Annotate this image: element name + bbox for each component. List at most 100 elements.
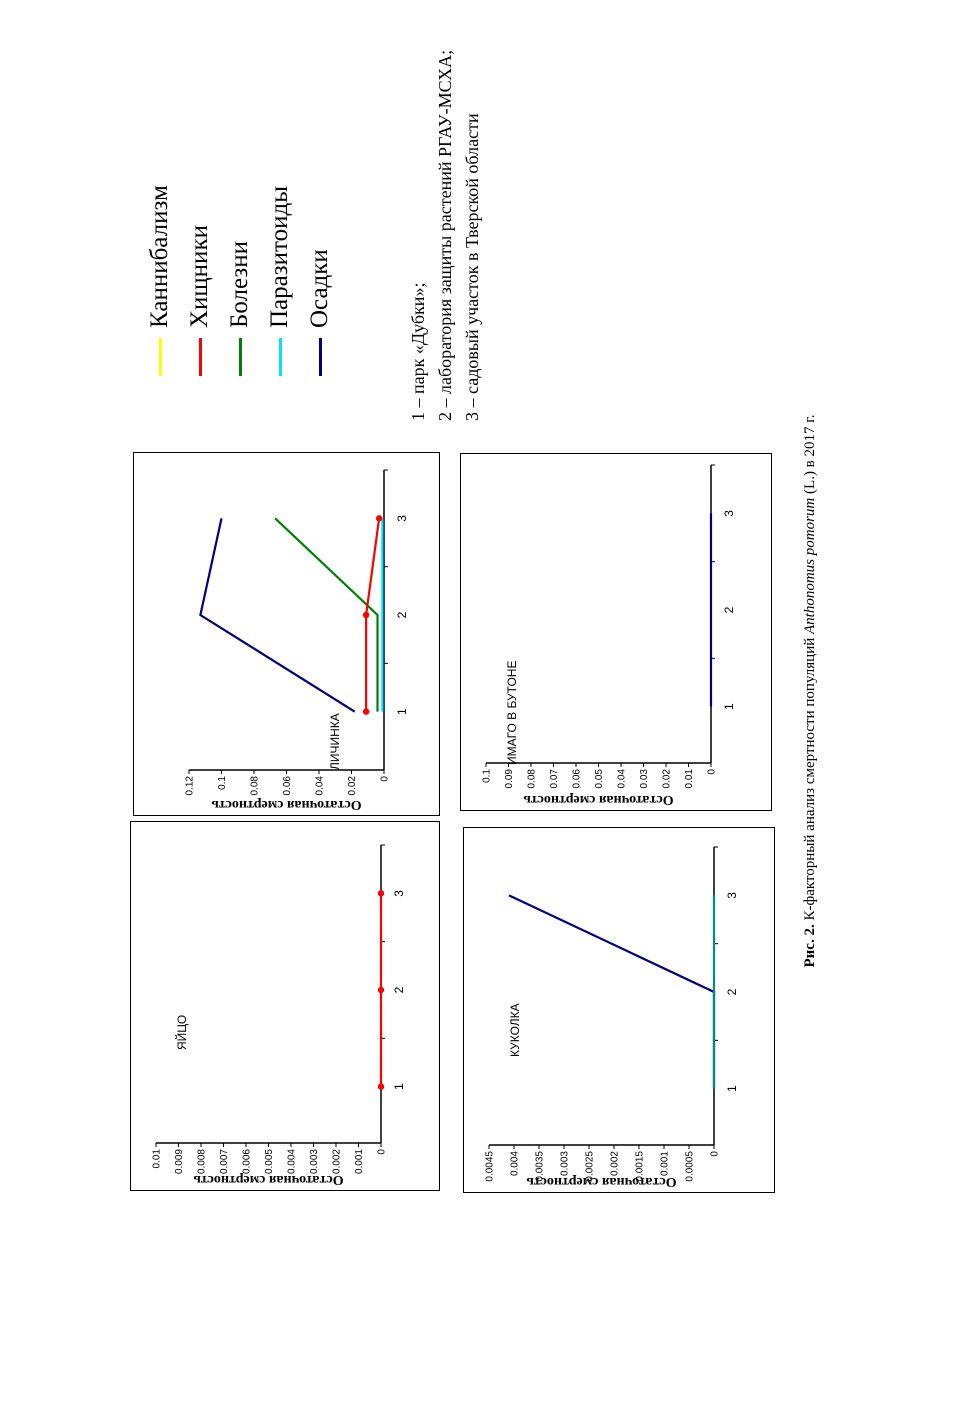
y-tick-label: 0.08 bbox=[527, 769, 538, 789]
legend-item: Хищники bbox=[180, 16, 220, 376]
y-tick-label: 0.005 bbox=[264, 1149, 275, 1174]
legend-label: Паразитоиды bbox=[266, 186, 293, 328]
data-point bbox=[377, 890, 385, 897]
y-tick-label: 0.0005 bbox=[685, 1151, 696, 1182]
legend-label: Болезни bbox=[226, 240, 253, 328]
chart-svg: 0 0.02 0.04 0.06 0.08 0.1 0.12 1 2 3 Остаточная см… bbox=[185, 469, 409, 812]
y-tick-label: 0.004 bbox=[287, 1149, 298, 1174]
y-tick-label: 0 bbox=[377, 1149, 388, 1155]
y-tick-label: 0 bbox=[380, 776, 391, 782]
y-tick-label: 0.0015 bbox=[635, 1151, 646, 1182]
legend-swatch bbox=[238, 338, 242, 376]
x-tick-label: 1 bbox=[725, 1085, 739, 1092]
data-point bbox=[377, 986, 385, 994]
y-tick-label: 0.1 bbox=[482, 769, 493, 783]
y-tick-label: 0.002 bbox=[610, 1151, 621, 1176]
x-tick-label: 3 bbox=[725, 892, 739, 899]
x-tick-label: 1 bbox=[392, 1083, 406, 1090]
legend-item: Паразитоиды bbox=[260, 16, 300, 376]
y-tick-label: 0.08 bbox=[250, 776, 261, 796]
chart-panel-egg: 0 0.001 0.002 0.003 0.004 0.005 0.006 0.007 0.00… bbox=[130, 821, 440, 1191]
data-point bbox=[375, 515, 383, 522]
chart-panel-imago: 0 0.01 0.02 0.03 0.04 0.05 0.06 0.07 0.08 0.09 0.1… bbox=[460, 453, 772, 811]
y-tick-label: 0.003 bbox=[309, 1149, 320, 1174]
y-tick-label: 0.003 bbox=[560, 1151, 571, 1176]
legend-label: Каннибализм bbox=[146, 185, 173, 328]
y-tick-label: 0.009 bbox=[174, 1149, 185, 1174]
chart-panel-larva: 0 0.02 0.04 0.06 0.08 0.1 0.12 1 2 3 Остаточная см… bbox=[133, 452, 440, 816]
x-tick-label: 3 bbox=[722, 510, 736, 517]
x-tick-label: 2 bbox=[722, 606, 736, 613]
y-tick-label: 0.004 bbox=[510, 1151, 521, 1176]
legend-item: Осадки bbox=[300, 16, 340, 376]
figure-caption: Рис. 2. К-факторный анализ смертности по… bbox=[802, 141, 819, 1241]
y-tick-label: 0.06 bbox=[282, 776, 293, 796]
note-3: 3 – садовый участок в Тверской области bbox=[462, 113, 482, 421]
y-tick-label: 0.07 bbox=[549, 769, 560, 789]
chart-title: КУКОЛКА bbox=[508, 1003, 522, 1057]
data-point bbox=[362, 708, 370, 715]
caption-text-after: (L.) в 2017 г. bbox=[802, 414, 818, 498]
y-tick-label: 0.007 bbox=[219, 1149, 230, 1174]
x-tick-label: 2 bbox=[395, 611, 409, 618]
chart-title: ЯЙЦО bbox=[174, 1015, 189, 1050]
series-line bbox=[199, 518, 356, 713]
y-tick-label: 0.06 bbox=[572, 769, 583, 789]
site-notes: 1 – парк «Дубки»; 2 – лаборатория защиты… bbox=[405, 41, 486, 421]
note-1: 1 – парк «Дубки»; bbox=[408, 282, 428, 421]
y-tick-label: 0.0035 bbox=[535, 1151, 546, 1182]
y-tick-label: 0.01 bbox=[152, 1149, 163, 1169]
y-tick-label: 0.05 bbox=[594, 769, 605, 789]
y-tick-label: 0.04 bbox=[617, 769, 628, 789]
y-tick-label: 0.04 bbox=[315, 776, 326, 796]
y-tick-label: 0.0025 bbox=[585, 1151, 596, 1182]
y-tick-label: 0.1 bbox=[217, 776, 228, 790]
legend-item: Каннибализм bbox=[140, 16, 180, 376]
series-line bbox=[508, 894, 716, 1089]
y-tick-label: 0.0045 bbox=[485, 1151, 496, 1182]
x-tick-label: 3 bbox=[395, 515, 409, 522]
y-axis-label: Остаточная смертность bbox=[523, 792, 674, 807]
chart-svg: 0 0.0005 0.001 0.0015 0.002 0.0025 0.003 0.0035… bbox=[485, 846, 739, 1189]
y-axis-label: Остаточная смертность bbox=[193, 1172, 344, 1187]
y-tick-label: 0.001 bbox=[354, 1149, 365, 1174]
y-tick-label: 0 bbox=[707, 769, 718, 775]
y-tick-label: 0.006 bbox=[242, 1149, 253, 1174]
y-tick-label: 0.03 bbox=[639, 769, 650, 789]
legend-swatch bbox=[278, 338, 282, 376]
legend-swatch bbox=[198, 338, 202, 376]
x-tick-label: 3 bbox=[392, 890, 406, 897]
y-tick-label: 0.002 bbox=[332, 1149, 343, 1174]
caption-prefix: Рис. 2. bbox=[802, 924, 818, 968]
y-tick-label: 0.12 bbox=[185, 776, 196, 796]
data-point bbox=[377, 1083, 385, 1090]
chart-svg: 0 0.001 0.002 0.003 0.004 0.005 0.006 0.007 0.00… bbox=[152, 844, 406, 1187]
note-2: 2 – лаборатория защиты растений РГАУ-МСХ… bbox=[435, 49, 455, 421]
y-axis-label: Остаточная смертность bbox=[526, 1174, 677, 1189]
legend-item: Болезни bbox=[220, 16, 260, 376]
x-tick-label: 2 bbox=[392, 986, 406, 993]
y-tick-label: 0.02 bbox=[347, 776, 358, 796]
chart-panel-pupa: 0 0.0005 0.001 0.0015 0.002 0.0025 0.003 0.0035… bbox=[463, 827, 775, 1193]
chart-title: ИМАГО В БУТОНЕ bbox=[505, 661, 519, 765]
chart-svg: 0 0.01 0.02 0.03 0.04 0.05 0.06 0.07 0.08 0.09 0.1… bbox=[482, 464, 736, 807]
x-tick-label: 1 bbox=[722, 703, 736, 710]
y-tick-label: 0.01 bbox=[684, 769, 695, 789]
caption-species: Anthonomus pomorum bbox=[802, 497, 818, 634]
x-tick-label: 1 bbox=[395, 708, 409, 715]
legend-swatch bbox=[158, 338, 162, 376]
legend-label: Осадки bbox=[306, 249, 333, 328]
y-tick-label: 0.001 bbox=[660, 1151, 671, 1176]
y-tick-label: 0.02 bbox=[662, 769, 673, 789]
x-tick-label: 2 bbox=[725, 988, 739, 995]
chart-title: ЛИЧИНКА bbox=[328, 713, 342, 770]
legend-swatch bbox=[318, 338, 322, 376]
legend-label: Хищники bbox=[186, 225, 213, 328]
series-line bbox=[274, 517, 379, 712]
y-axis-label: Остаточная смертность bbox=[211, 797, 362, 812]
legend: Каннибализм Хищники Болезни Паразитоиды Осад… bbox=[140, 16, 340, 376]
y-tick-label: 0 bbox=[710, 1151, 721, 1157]
caption-text-before: К-факторный анализ смертности популяций bbox=[802, 633, 818, 925]
